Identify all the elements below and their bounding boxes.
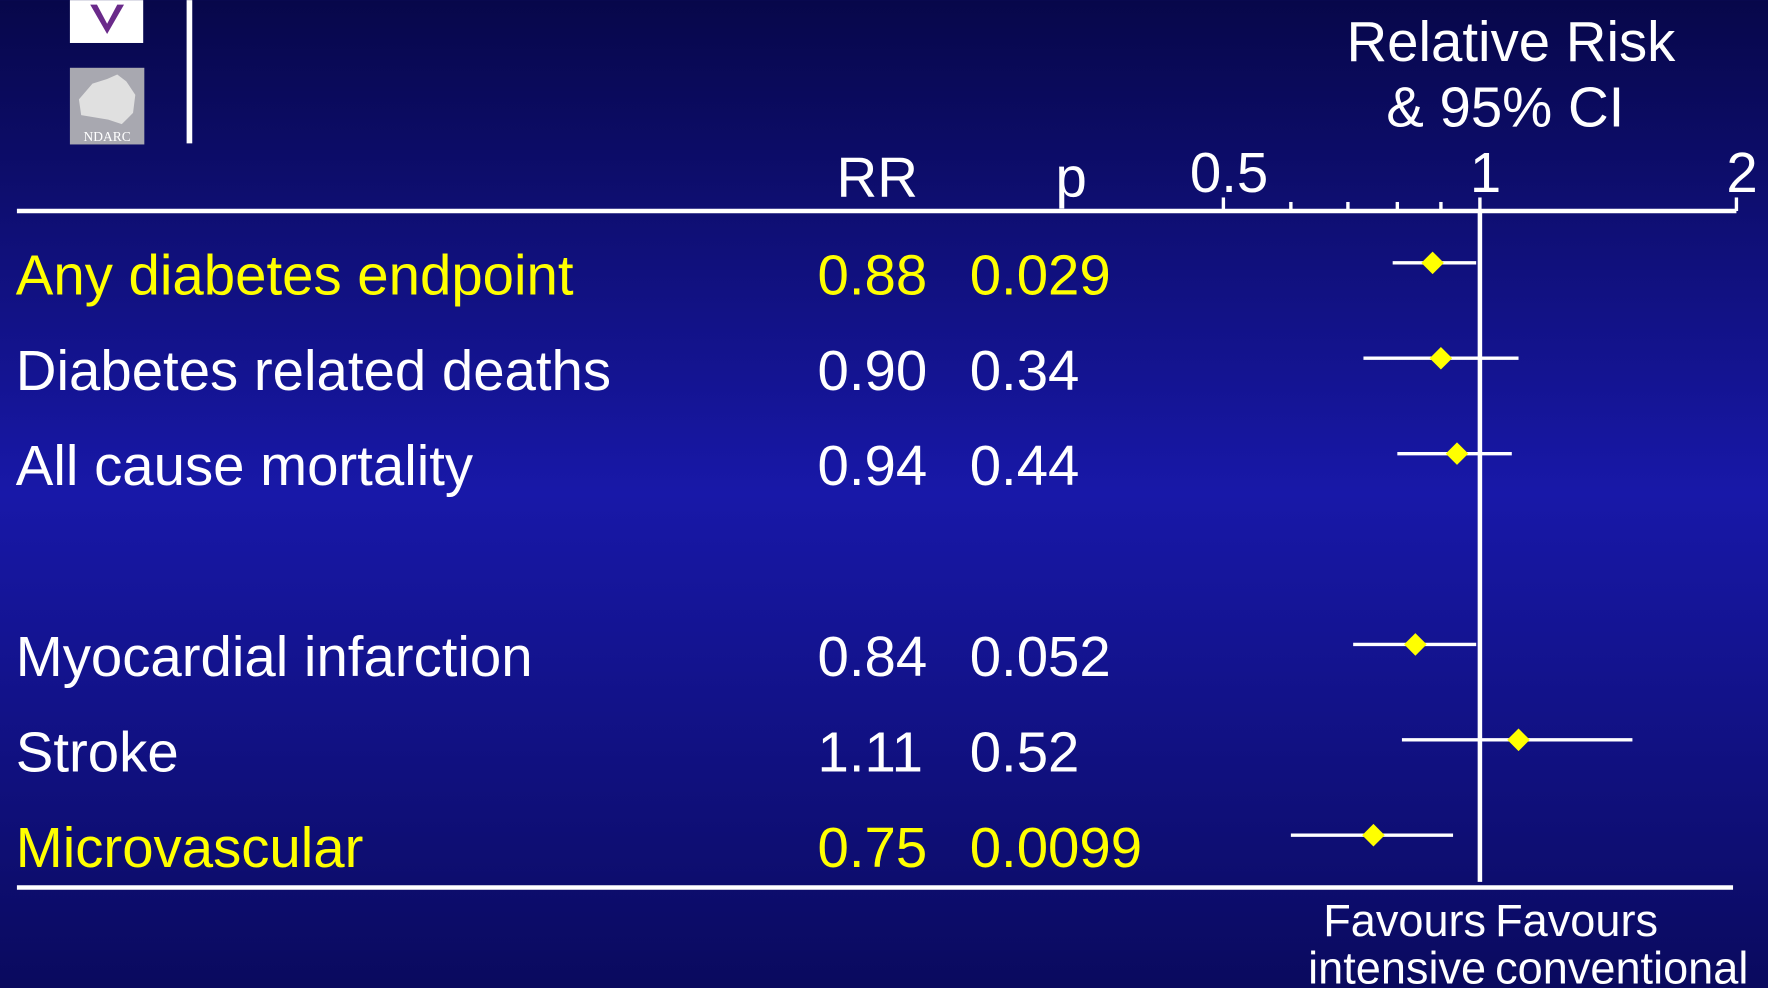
logo-text: NDARC — [83, 129, 130, 144]
p-value: 0.34 — [970, 339, 1080, 402]
p-value: 0.0099 — [970, 816, 1142, 879]
row-label: Microvascular — [16, 816, 364, 879]
rr-value: 0.94 — [817, 434, 927, 497]
x-tick-label: 0.5 — [1190, 141, 1268, 204]
logo-v — [90, 4, 125, 34]
logo-map — [78, 74, 136, 125]
rr-value: 0.88 — [817, 243, 927, 306]
row-label: All cause mortality — [16, 434, 474, 497]
rr-value: 0.75 — [817, 816, 927, 879]
logo-top — [69, 0, 144, 43]
p-value: 0.52 — [970, 720, 1080, 783]
rr-value: 1.11 — [817, 720, 923, 783]
row-label: Stroke — [16, 720, 179, 783]
point-estimate — [1404, 633, 1427, 656]
p-value: 0.44 — [970, 434, 1080, 497]
rr-value: 0.90 — [817, 339, 927, 402]
point-estimate — [1445, 442, 1469, 465]
right-label: conventional — [1495, 942, 1748, 988]
row-label: Myocardial infarction — [16, 625, 533, 688]
point-estimate — [1421, 251, 1444, 275]
rr-value: 0.84 — [817, 625, 927, 688]
right-label: Favours — [1495, 895, 1658, 946]
p-header: p — [1055, 145, 1086, 208]
p-value: 0.052 — [970, 625, 1111, 688]
row-label: Any diabetes endpoint — [16, 243, 574, 306]
row-label: Diabetes related deaths — [16, 339, 611, 402]
left-label: Favours — [1323, 895, 1486, 946]
left-label: intensive — [1308, 942, 1486, 988]
point-estimate — [1429, 346, 1453, 370]
point-estimate — [1507, 728, 1530, 752]
chart-subtitle: & 95% CI — [1386, 75, 1624, 138]
chart-title: Relative Risk — [1346, 10, 1676, 73]
rr-header: RR — [837, 145, 918, 208]
x-tick-label: 2 — [1726, 141, 1757, 204]
p-value: 0.029 — [970, 243, 1111, 306]
x-tick-label: 1 — [1470, 141, 1501, 204]
